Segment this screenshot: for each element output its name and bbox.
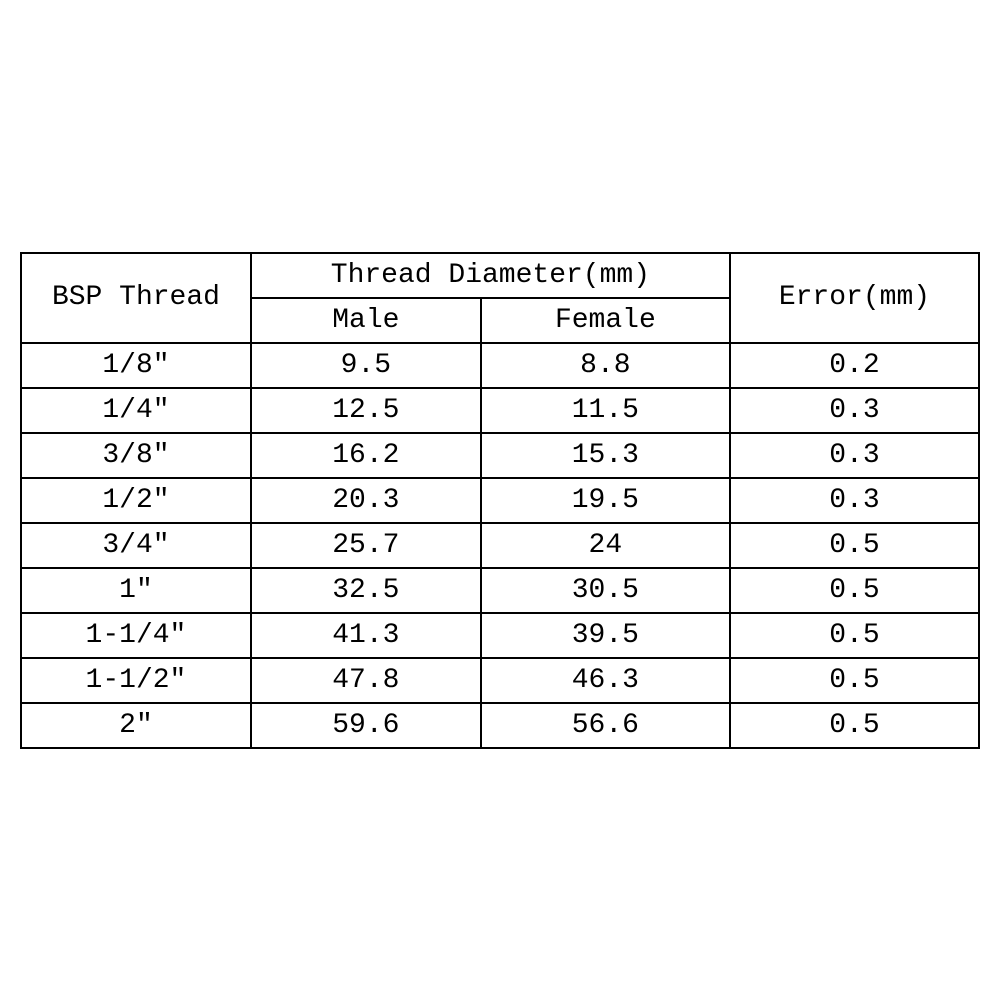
cell-bsp: 3/8″: [21, 433, 251, 478]
table-header: BSP Thread Thread Diameter(mm) Error(mm)…: [21, 253, 979, 343]
cell-bsp: 1/8″: [21, 343, 251, 388]
cell-bsp: 3/4″: [21, 523, 251, 568]
cell-female: 19.5: [481, 478, 730, 523]
cell-error: 0.3: [730, 433, 979, 478]
cell-error: 0.5: [730, 658, 979, 703]
cell-bsp: 1/4″: [21, 388, 251, 433]
cell-bsp: 1-1/4″: [21, 613, 251, 658]
cell-male: 20.3: [251, 478, 481, 523]
table-row: 1/4″ 12.5 11.5 0.3: [21, 388, 979, 433]
table-row: 1-1/4″ 41.3 39.5 0.5: [21, 613, 979, 658]
cell-bsp: 2″: [21, 703, 251, 748]
cell-male: 9.5: [251, 343, 481, 388]
cell-bsp: 1″: [21, 568, 251, 613]
cell-error: 0.5: [730, 703, 979, 748]
header-bsp-thread: BSP Thread: [21, 253, 251, 343]
cell-female: 56.6: [481, 703, 730, 748]
cell-female: 15.3: [481, 433, 730, 478]
cell-female: 8.8: [481, 343, 730, 388]
bsp-thread-table-container: BSP Thread Thread Diameter(mm) Error(mm)…: [20, 252, 980, 749]
cell-female: 39.5: [481, 613, 730, 658]
table-row: 1″ 32.5 30.5 0.5: [21, 568, 979, 613]
header-error: Error(mm): [730, 253, 979, 343]
cell-female: 46.3: [481, 658, 730, 703]
cell-male: 25.7: [251, 523, 481, 568]
table-row: 3/8″ 16.2 15.3 0.3: [21, 433, 979, 478]
cell-female: 24: [481, 523, 730, 568]
table-row: 2″ 59.6 56.6 0.5: [21, 703, 979, 748]
cell-error: 0.5: [730, 523, 979, 568]
cell-error: 0.2: [730, 343, 979, 388]
table-row: 3/4″ 25.7 24 0.5: [21, 523, 979, 568]
cell-error: 0.5: [730, 613, 979, 658]
cell-male: 32.5: [251, 568, 481, 613]
cell-female: 30.5: [481, 568, 730, 613]
cell-male: 41.3: [251, 613, 481, 658]
header-thread-diameter: Thread Diameter(mm): [251, 253, 730, 298]
table-row: 1/2″ 20.3 19.5 0.3: [21, 478, 979, 523]
header-female: Female: [481, 298, 730, 343]
bsp-thread-table: BSP Thread Thread Diameter(mm) Error(mm)…: [20, 252, 980, 749]
cell-male: 59.6: [251, 703, 481, 748]
cell-error: 0.3: [730, 388, 979, 433]
cell-bsp: 1/2″: [21, 478, 251, 523]
header-male: Male: [251, 298, 481, 343]
cell-error: 0.5: [730, 568, 979, 613]
table-row: 1/8″ 9.5 8.8 0.2: [21, 343, 979, 388]
cell-female: 11.5: [481, 388, 730, 433]
table-row: 1-1/2″ 47.8 46.3 0.5: [21, 658, 979, 703]
header-row-1: BSP Thread Thread Diameter(mm) Error(mm): [21, 253, 979, 298]
cell-male: 16.2: [251, 433, 481, 478]
cell-error: 0.3: [730, 478, 979, 523]
table-body: 1/8″ 9.5 8.8 0.2 1/4″ 12.5 11.5 0.3 3/8″…: [21, 343, 979, 748]
cell-male: 12.5: [251, 388, 481, 433]
cell-bsp: 1-1/2″: [21, 658, 251, 703]
cell-male: 47.8: [251, 658, 481, 703]
